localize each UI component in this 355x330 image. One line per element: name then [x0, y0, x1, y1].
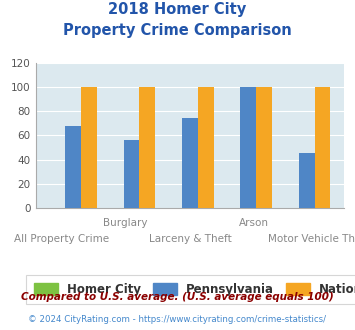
Bar — [65, 126, 81, 208]
Bar — [124, 140, 140, 208]
Text: Motor Vehicle Theft: Motor Vehicle Theft — [268, 234, 355, 244]
Text: © 2024 CityRating.com - https://www.cityrating.com/crime-statistics/: © 2024 CityRating.com - https://www.city… — [28, 315, 327, 324]
Text: Arson: Arson — [239, 218, 269, 228]
Bar — [182, 118, 198, 208]
Bar — [81, 87, 97, 208]
Text: Compared to U.S. average. (U.S. average equals 100): Compared to U.S. average. (U.S. average … — [21, 292, 334, 302]
Text: Property Crime Comparison: Property Crime Comparison — [63, 23, 292, 38]
Text: Larceny & Theft: Larceny & Theft — [148, 234, 231, 244]
Text: 2018 Homer City: 2018 Homer City — [108, 2, 247, 16]
Bar — [256, 87, 272, 208]
Text: All Property Crime: All Property Crime — [14, 234, 109, 244]
Bar — [198, 87, 214, 208]
Bar — [240, 87, 256, 208]
Bar — [299, 153, 315, 208]
Bar — [315, 87, 330, 208]
Bar — [140, 87, 155, 208]
Legend: Homer City, Pennsylvania, National: Homer City, Pennsylvania, National — [26, 275, 355, 304]
Text: Burglary: Burglary — [103, 218, 148, 228]
